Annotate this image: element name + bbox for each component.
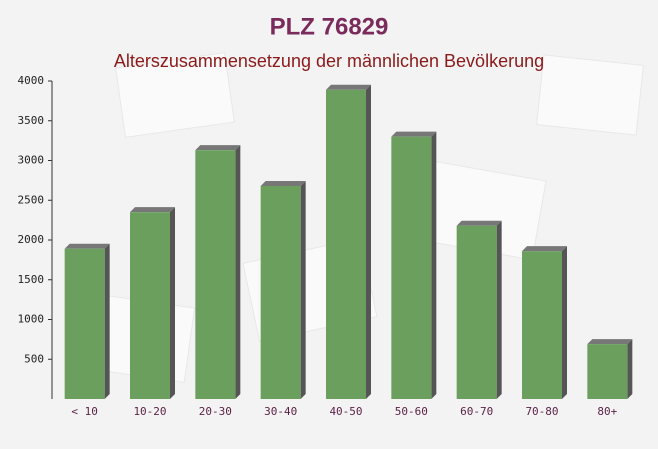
- x-tick-label: 10-20: [133, 405, 166, 418]
- bar: [130, 212, 170, 399]
- bar-top: [391, 131, 437, 137]
- x-tick-label: 70-80: [525, 405, 558, 418]
- x-tick-label: < 10: [71, 405, 98, 418]
- x-tick-label: 20-30: [199, 405, 232, 418]
- x-tick-label: 80+: [597, 405, 617, 418]
- bar-top: [130, 207, 175, 213]
- bar-side: [496, 220, 502, 399]
- y-tick-label: 1500: [18, 273, 45, 286]
- chart-subtitle: Alterszusammensetzung der männlichen Bev…: [114, 51, 544, 71]
- bar-side: [104, 243, 110, 399]
- bar-top: [260, 180, 306, 186]
- x-tick-label: 40-50: [329, 405, 362, 418]
- bar: [587, 344, 628, 399]
- chart-title: PLZ 76829: [270, 13, 389, 40]
- bar-top: [195, 145, 241, 151]
- bar-side: [300, 180, 306, 399]
- x-tick-label: 30-40: [264, 405, 297, 418]
- bar: [522, 251, 562, 399]
- bar: [195, 150, 236, 399]
- bar: [456, 225, 497, 399]
- bar-top: [456, 220, 502, 226]
- y-tick-label: 2500: [18, 193, 45, 206]
- bar-side: [627, 339, 633, 399]
- bar-side: [235, 145, 241, 399]
- bar-side: [431, 131, 437, 399]
- bar: [391, 136, 432, 399]
- y-tick-label: 2000: [18, 233, 45, 246]
- y-tick-label: 4000: [18, 74, 45, 87]
- bar: [326, 89, 366, 400]
- bar-top: [522, 246, 567, 252]
- y-tick-label: 1000: [18, 313, 45, 326]
- y-tick-label: 500: [24, 352, 44, 365]
- x-tick-label: 50-60: [395, 405, 428, 418]
- bar: [260, 185, 301, 399]
- bar-top: [587, 339, 633, 345]
- bar-side: [170, 207, 175, 399]
- bar-side: [366, 84, 371, 400]
- bar-top: [326, 84, 371, 90]
- x-tick-label: 60-70: [460, 405, 493, 418]
- bar-top: [64, 243, 110, 249]
- bar-side: [562, 246, 567, 399]
- bar: [64, 248, 105, 399]
- y-tick-label: 3000: [18, 154, 45, 167]
- y-tick-label: 3500: [18, 114, 45, 127]
